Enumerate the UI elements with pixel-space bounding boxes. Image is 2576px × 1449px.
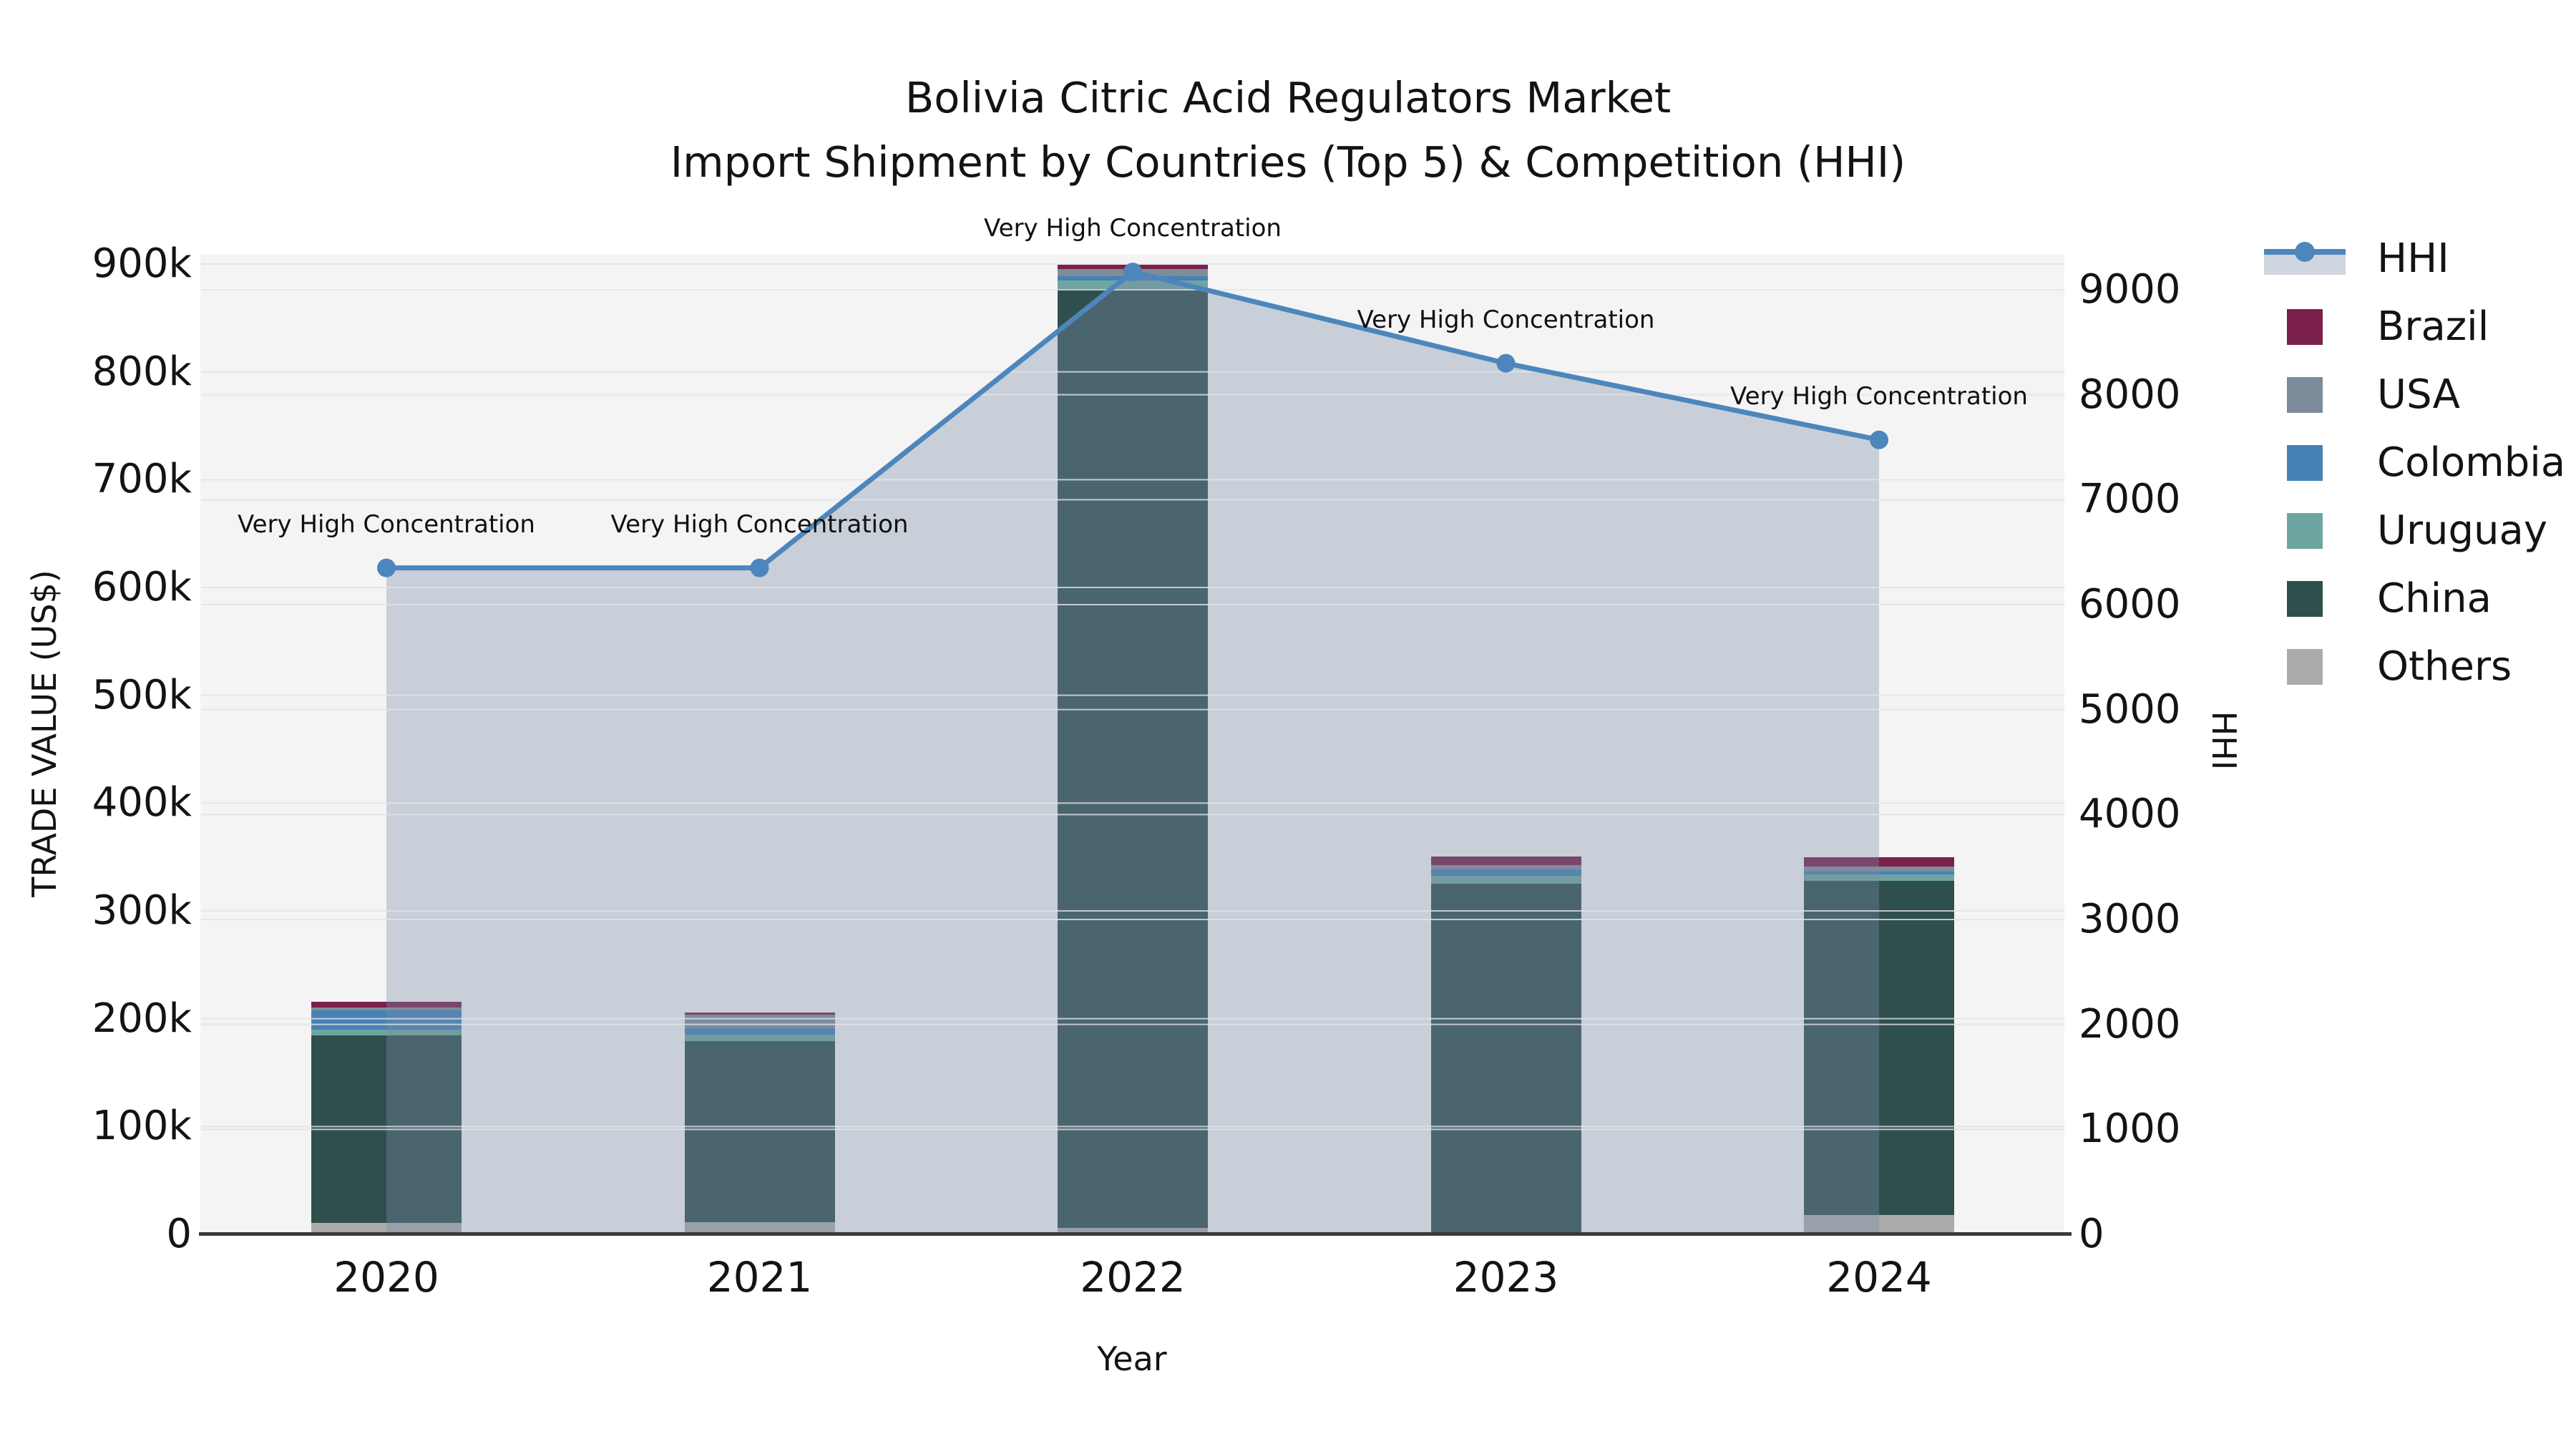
bar-segment-usa <box>684 1014 835 1029</box>
left-tick-label: 700k <box>92 456 192 503</box>
legend-label: Uruguay <box>2377 507 2547 554</box>
bar-segment-brazil <box>311 1001 462 1008</box>
legend-handle <box>2261 648 2348 685</box>
chart-title-block: Bolivia Citric Acid Regulators Market Im… <box>0 66 2576 195</box>
left-tick-label: 600k <box>92 564 192 610</box>
right-tick-label: 8000 <box>2079 371 2181 418</box>
bar-segment-colombia <box>1804 872 1954 874</box>
bar-segment-colombia <box>1430 869 1581 877</box>
legend-label: China <box>2377 575 2492 622</box>
x-tick-label: 2020 <box>333 1253 439 1302</box>
legend: HHI Brazil USA Colombia Uruguay China Others <box>2261 225 2565 701</box>
bar-segment-colombia <box>684 1028 835 1035</box>
bar-segment-china <box>684 1041 835 1223</box>
legend-item-uruguay: Uruguay <box>2261 497 2565 565</box>
legend-handle <box>2261 308 2348 345</box>
legend-label: Colombia <box>2377 439 2566 486</box>
bar-segment-brazil <box>1430 856 1581 865</box>
bar-segment-uruguay <box>1804 874 1954 881</box>
legend-item-others: Others <box>2261 633 2565 701</box>
bar-segment-uruguay <box>1430 876 1581 884</box>
legend-handle <box>2261 444 2348 481</box>
legend-handle <box>2261 512 2348 549</box>
legend-handle <box>2261 580 2348 617</box>
bar-segment-uruguay <box>1058 280 1208 289</box>
left-tick-label: 900k <box>92 240 192 287</box>
legend-label: HHI <box>2377 235 2449 282</box>
legend-handle <box>2261 376 2348 413</box>
bar-segment-usa <box>311 1007 462 1011</box>
legend-swatch-others <box>2287 648 2323 685</box>
x-tick-label: 2021 <box>706 1253 813 1302</box>
legend-label: Others <box>2377 643 2512 690</box>
right-tick-label: 2000 <box>2079 1000 2181 1048</box>
legend-swatch-uruguay <box>2287 512 2323 549</box>
annotation-label: Very High Concentration <box>984 214 1282 243</box>
left-tick-label: 400k <box>92 779 192 826</box>
hhi-legend-sample <box>2264 241 2346 275</box>
bar-segment-china <box>1804 880 1954 1215</box>
left-tick-label: 800k <box>92 348 192 395</box>
right-axis-title: HHI <box>2205 711 2243 771</box>
legend-handle <box>2261 239 2348 279</box>
left-axis-title: TRADE VALUE (US$) <box>25 570 64 897</box>
chart-title: Bolivia Citric Acid Regulators Market <box>904 73 1672 122</box>
legend-label: Brazil <box>2377 303 2489 350</box>
legend-item-usa: USA <box>2261 361 2565 429</box>
x-tick-label: 2024 <box>1826 1253 1932 1302</box>
right-tick-label: 9000 <box>2079 266 2181 313</box>
chart-subtitle: Import Shipment by Countries (Top 5) & C… <box>670 137 1906 187</box>
right-tick-label: 6000 <box>2079 581 2181 628</box>
bar-segment-others <box>1058 1227 1208 1234</box>
bar-segment-uruguay <box>311 1029 462 1035</box>
bar-segment-others <box>1804 1214 1954 1234</box>
bar-segment-colombia <box>311 1010 462 1030</box>
bar-segment-brazil <box>1058 264 1208 269</box>
left-tick-label: 300k <box>92 887 192 934</box>
x-tick-label: 2023 <box>1453 1253 1559 1302</box>
x-axis-title: Year <box>1097 1340 1167 1378</box>
legend-swatch-brazil <box>2287 308 2323 345</box>
bar-segment-china <box>1058 288 1208 1228</box>
annotation-label: Very High Concentration <box>1357 305 1655 334</box>
bar-segment-china <box>1430 883 1581 1233</box>
legend-swatch-china <box>2287 580 2323 617</box>
bar-segment-colombia <box>1058 275 1208 281</box>
right-tick-label: 3000 <box>2079 896 2181 942</box>
legend-item-brazil: Brazil <box>2261 293 2565 361</box>
legend-swatch-colombia <box>2287 444 2323 481</box>
legend-swatch-usa <box>2287 376 2323 413</box>
left-tick-label: 500k <box>92 671 192 718</box>
right-tick-label: 1000 <box>2079 1106 2181 1153</box>
legend-item-hhi: HHI <box>2261 225 2565 293</box>
left-tick-label: 0 <box>166 1211 192 1257</box>
bar-segment-brazil <box>684 1012 835 1015</box>
right-tick-label: 4000 <box>2079 791 2181 838</box>
legend-label: USA <box>2377 371 2460 418</box>
bar-segment-usa <box>1430 864 1581 869</box>
annotation-label: Very High Concentration <box>610 509 909 539</box>
right-tick-label: 0 <box>2079 1211 2104 1257</box>
left-tick-label: 100k <box>92 1103 192 1150</box>
x-axis-line <box>199 1232 2072 1236</box>
bar-segment-china <box>311 1035 462 1224</box>
x-tick-label: 2022 <box>1080 1253 1186 1302</box>
bar-segment-usa <box>1058 268 1208 276</box>
right-tick-label: 7000 <box>2079 476 2181 523</box>
legend-item-china: China <box>2261 565 2565 633</box>
bar-segment-others <box>684 1222 835 1234</box>
bar-segment-uruguay <box>684 1034 835 1042</box>
bar-segment-others <box>311 1223 462 1234</box>
bar-segment-usa <box>1804 867 1954 872</box>
legend-item-colombia: Colombia <box>2261 429 2565 497</box>
right-tick-label: 5000 <box>2079 686 2181 733</box>
left-tick-label: 200k <box>92 995 192 1042</box>
bar-segment-brazil <box>1804 857 1954 867</box>
annotation-label: Very High Concentration <box>1730 381 2028 411</box>
